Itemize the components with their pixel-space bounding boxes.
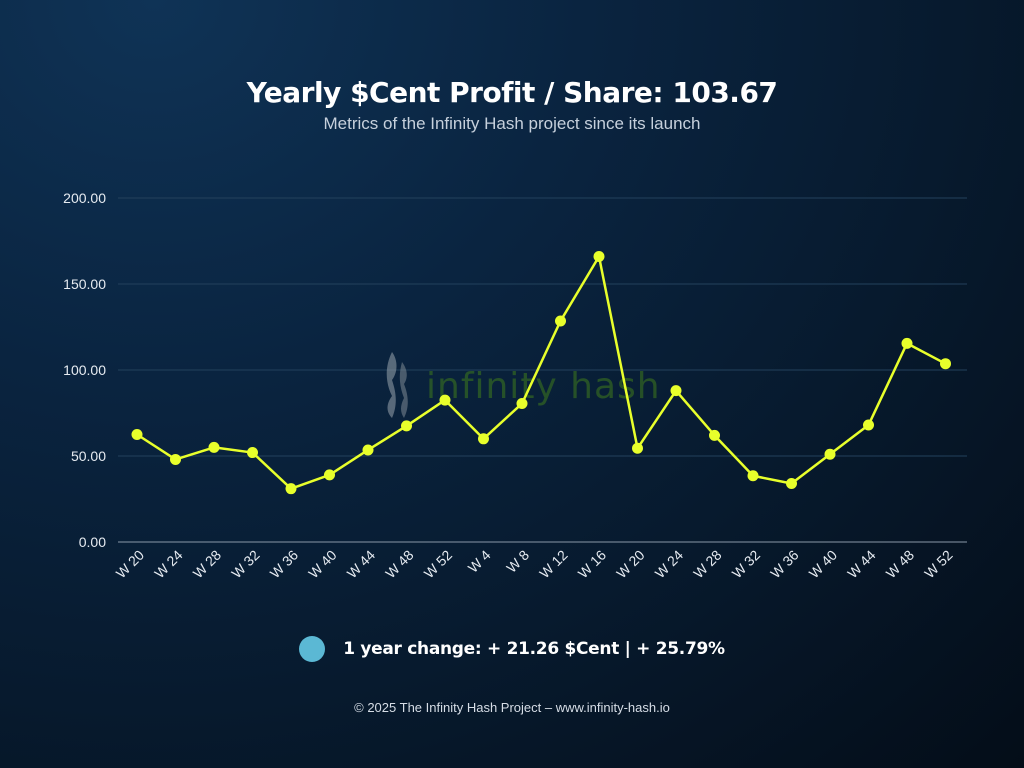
data-point [824, 448, 836, 460]
data-point [940, 358, 951, 370]
y-tick-label: 100.00 [63, 362, 106, 378]
x-tick-label: W 28 [190, 547, 225, 582]
chart-subtitle: Metrics of the Infinity Hash project sin… [323, 114, 701, 133]
x-tick-label: W 40 [806, 547, 841, 582]
data-point [401, 420, 412, 432]
x-tick-label: W 12 [536, 547, 571, 582]
data-point [593, 250, 605, 262]
y-tick-label: 50.00 [71, 448, 106, 464]
x-tick-label: W 32 [729, 547, 764, 582]
data-point [747, 470, 759, 482]
x-tick-label: W 24 [151, 547, 186, 582]
data-point [285, 483, 297, 495]
x-tick-label: W 32 [228, 547, 263, 582]
x-tick-label: W 44 [844, 547, 879, 582]
chart-title: Yearly $Cent Profit / Share: 103.67 [246, 76, 778, 109]
x-tick-label: W 44 [344, 547, 379, 582]
x-tick-label: W 52 [921, 547, 956, 582]
data-point [670, 385, 682, 397]
legend-dot [299, 636, 326, 662]
x-tick-label: W 24 [652, 547, 687, 582]
x-tick-label: W 20 [613, 547, 648, 582]
data-point [709, 429, 720, 441]
data-point [901, 337, 913, 349]
grid-lines [118, 197, 967, 457]
data-point [632, 442, 643, 454]
y-tick-label: 200.00 [63, 190, 106, 206]
x-tick-label: W 8 [503, 547, 532, 576]
x-tick-label: W 36 [267, 547, 302, 582]
x-tick-label: W 16 [575, 547, 610, 582]
x-tick-label: W 48 [382, 547, 417, 582]
data-point [516, 398, 528, 410]
footer: © 2025 The Infinity Hash Project – www.i… [354, 700, 670, 715]
flame-logo-icon [386, 352, 408, 418]
y-tick-label: 150.00 [63, 276, 106, 292]
data-point [208, 441, 220, 453]
y-axis-ticks: 0.00 50.00 100.00 150.00 200.00 [63, 190, 106, 550]
x-tick-label: W 20 [113, 547, 148, 582]
data-point [324, 469, 335, 481]
watermark-text: infinity hash [426, 366, 661, 407]
data-point [439, 394, 451, 406]
x-tick-label: W 52 [421, 547, 456, 582]
data-point [555, 315, 566, 327]
x-tick-label: W 40 [305, 547, 340, 582]
x-tick-label: W 36 [767, 547, 802, 582]
data-point [863, 419, 874, 431]
x-tick-label: W 28 [690, 547, 725, 582]
data-point [247, 447, 258, 459]
data-point [170, 453, 181, 465]
x-tick-label: W 48 [883, 547, 918, 582]
x-tick-label: W 4 [465, 547, 494, 576]
watermark: infinity hash [386, 352, 661, 418]
series-line [136, 255, 947, 490]
data-points [131, 250, 951, 495]
legend-text: 1 year change: + 21.26 $Cent | + 25.79% [343, 639, 725, 659]
data-point [786, 478, 797, 490]
data-point [478, 433, 489, 445]
data-point [362, 444, 374, 456]
legend: 1 year change: + 21.26 $Cent | + 25.79% [0, 636, 1024, 662]
y-tick-label: 0.00 [79, 534, 106, 550]
data-point [131, 429, 143, 440]
